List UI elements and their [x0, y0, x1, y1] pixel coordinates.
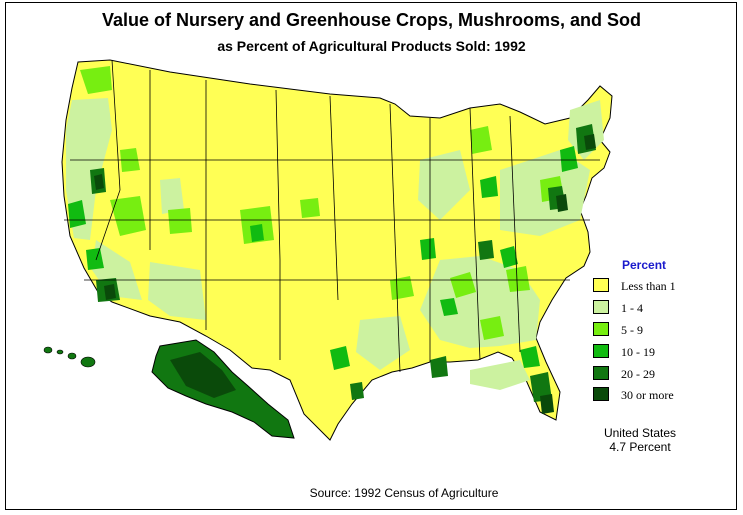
legend-label: 1 - 4: [621, 301, 643, 315]
state-boundaries: [64, 59, 600, 373]
legend-title: Percent: [622, 258, 667, 272]
bright-green-counties: [68, 146, 578, 370]
legend-label: 30 or more: [621, 388, 674, 402]
legend-swatch: [593, 300, 609, 314]
map-subtitle: as Percent of Agricultural Products Sold…: [217, 38, 526, 54]
us-total-value: 4.7 Percent: [609, 440, 671, 454]
legend-swatch: [593, 344, 609, 358]
us-total-label: United States: [603, 426, 677, 440]
legend-swatch: [593, 387, 609, 401]
legend-label: 5 - 9: [621, 323, 643, 337]
map-title: Value of Nursery and Greenhouse Crops, M…: [101, 10, 642, 30]
source-note: Source: 1992 Census of Agriculture: [309, 486, 499, 500]
darkest-green-counties: [94, 134, 596, 414]
alaska-dark: [170, 352, 236, 398]
legend-label: 10 - 19: [621, 345, 655, 359]
legend-label: Less than 1: [621, 279, 676, 293]
us-total: United States 4.7 Percent: [590, 426, 690, 454]
hawaii: [43, 346, 96, 368]
legend-swatch: [593, 322, 609, 336]
legend-swatch: [593, 278, 609, 292]
legend-label: 20 - 29: [621, 367, 655, 381]
legend-swatch: [593, 366, 609, 380]
contiguous-us: [61, 59, 613, 441]
